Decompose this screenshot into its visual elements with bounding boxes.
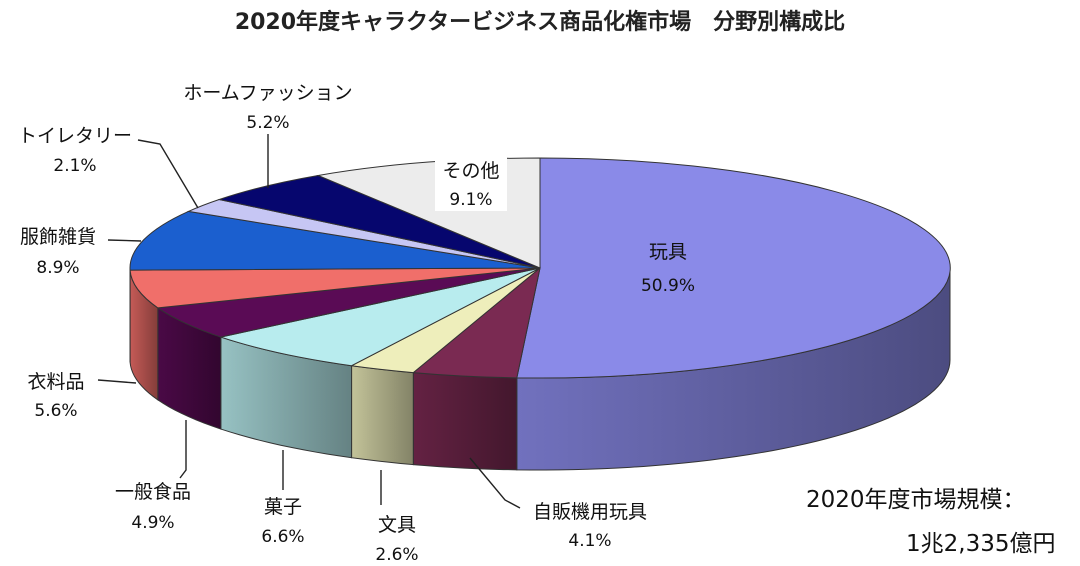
slice-label-1: 自販機用玩具 [533,501,647,523]
pie-slice-0 [516,157,951,379]
slice-value-7: 2.1% [53,156,96,176]
slice-label-5: 衣料品 [27,371,84,393]
pie-side-1 [412,372,518,471]
slice-label-4: 一般食品 [115,481,191,503]
pie-slice-5 [129,267,541,309]
pie-slice-3 [218,267,541,367]
slice-value-1: 4.1% [568,531,611,551]
slice-labels: 玩具 50.9% 自販機用玩具 4.1% 文具 2.6% 菓子 6.6% 一般食品 4.9% 衣料品… [18,82,695,565]
pie-side-2 [351,365,414,466]
slice-value-0: 50.9% [641,276,695,296]
leader-lines [97,134,521,509]
slice-value-2: 2.6% [375,545,418,565]
leader-line-5 [97,379,137,384]
slice-label-2: 文具 [378,514,416,536]
leader-line-1 [469,457,521,509]
slice-value-4: 4.9% [131,513,174,533]
slice-value-5: 5.6% [34,401,77,421]
pie-slice-6 [129,210,541,271]
slice-label-0: 玩具 [649,241,687,263]
chart-title: 2020年度キャラクタービジネス商品化権市場 分野別構成比 [234,10,846,35]
slice-label-9: その他 [442,160,499,182]
leader-line-6 [107,239,142,242]
label-box-9 [435,155,507,211]
slice-label-7: トイレタリー [18,125,132,147]
slice-value-8: 5.2% [246,113,289,133]
slice-label-8: ホームファッション [183,82,352,104]
market-size-value: 1兆2,335億円 [906,531,1056,557]
leader-line-7 [137,139,199,209]
pie-tops [129,157,951,379]
slice-label-6: 服飾雑貨 [20,226,96,248]
leader-line-4 [179,420,187,479]
slice-value-6: 8.9% [36,258,79,278]
market-size-label: 2020年度市場規模： [806,487,1026,513]
slice-value-3: 6.6% [261,527,304,547]
slice-value-9: 9.1% [449,190,492,210]
slice-label-3: 菓子 [264,496,302,518]
